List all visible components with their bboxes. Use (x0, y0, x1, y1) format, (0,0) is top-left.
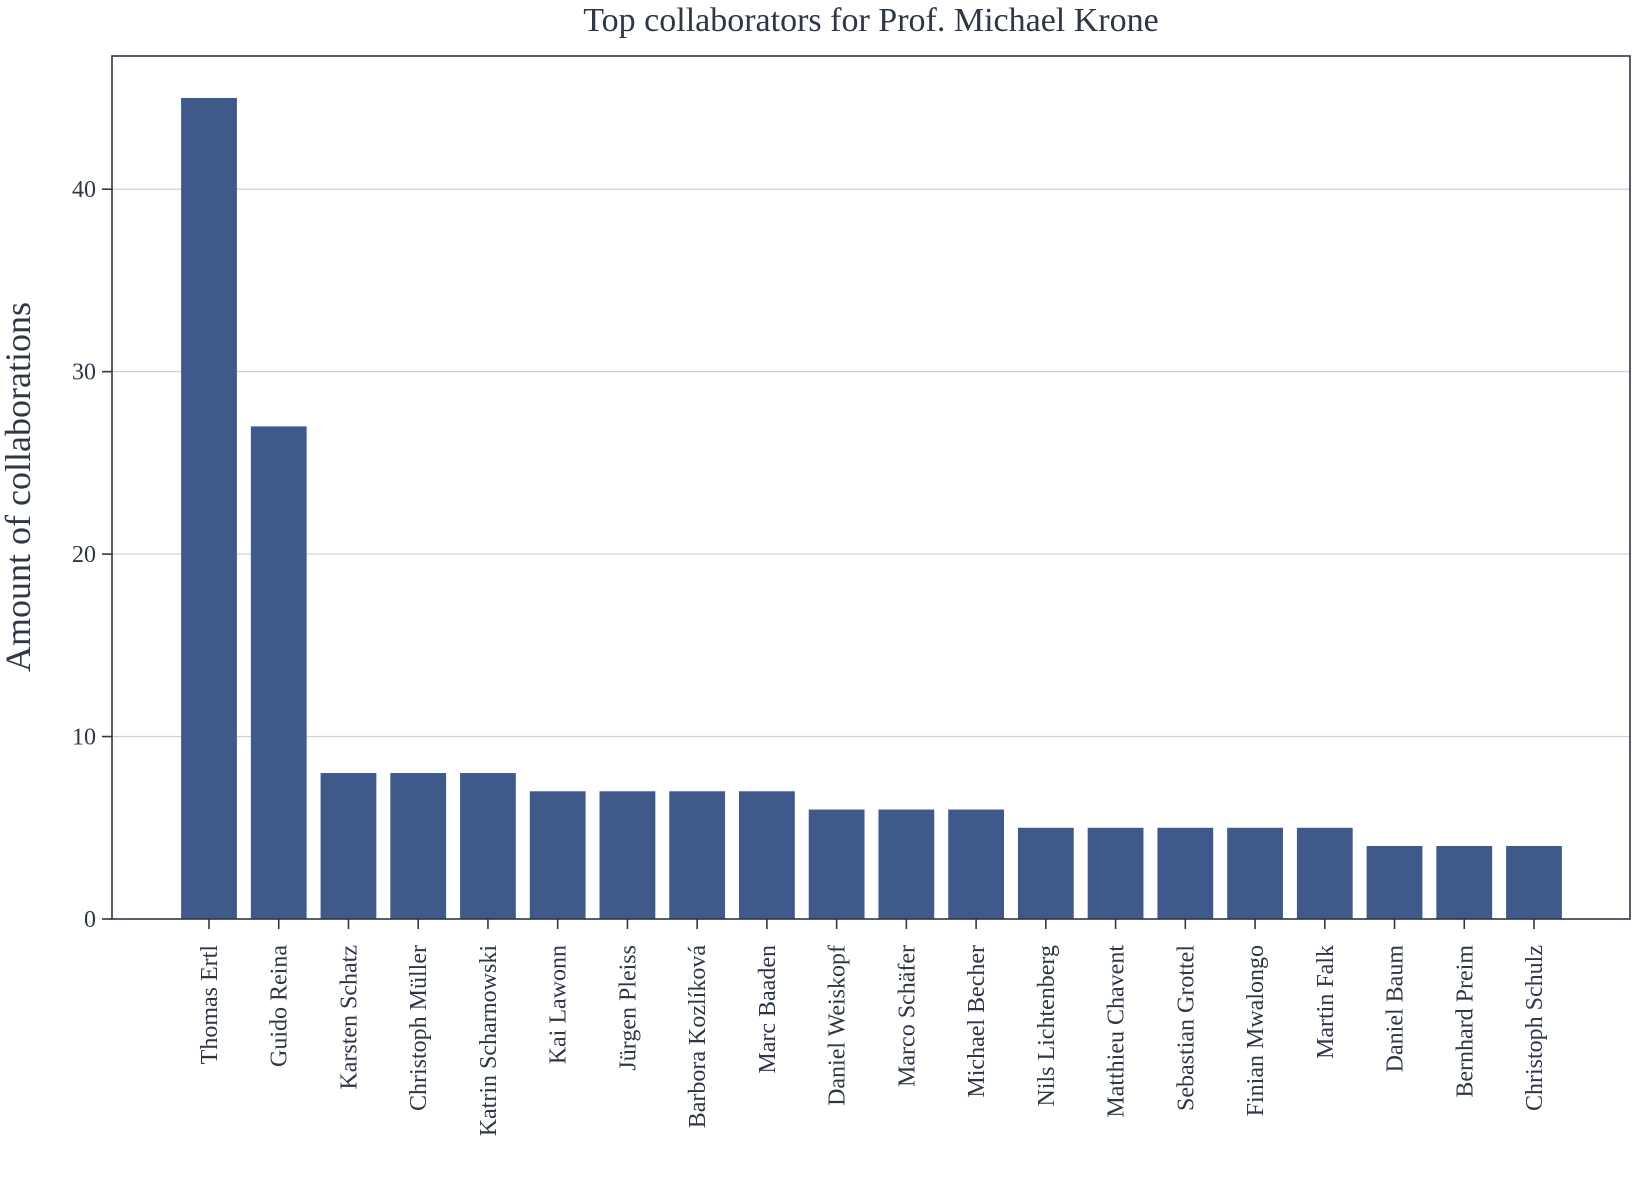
y-tick-label: 10 (72, 725, 96, 751)
x-tick-label: Christoph Müller (406, 945, 432, 1111)
x-tick-label: Thomas Ertl (197, 945, 223, 1065)
bar (1017, 827, 1074, 919)
x-tick-label: Sebastian Grottel (1173, 945, 1199, 1111)
bar (181, 97, 237, 920)
bar (1157, 827, 1214, 919)
x-tick-label: Daniel Baum (1383, 945, 1409, 1073)
x-tick-label: Matthieu Chavent (1104, 945, 1130, 1118)
x-tick-label: Katrin Scharnowski (476, 945, 502, 1137)
chart-title: Top collaborators for Prof. Michael Kron… (583, 2, 1158, 39)
bars (181, 97, 1562, 920)
bar (878, 809, 935, 919)
bar (1506, 846, 1562, 919)
x-tick-label: Finian Mwalongo (1243, 945, 1269, 1116)
x-tick-label: Christoph Schulz (1522, 945, 1548, 1111)
x-tick-label: Marco Schäfer (894, 945, 920, 1087)
y-tick-label: 0 (84, 907, 96, 933)
x-tick-label: Kai Lawonn (546, 945, 572, 1064)
bar (599, 791, 656, 919)
bar (808, 809, 865, 919)
bar (250, 426, 307, 919)
x-tick-label: Martin Falk (1313, 945, 1339, 1059)
y-tick-label: 20 (72, 542, 96, 568)
bar (1436, 846, 1493, 919)
bar (1227, 827, 1283, 919)
x-tick-label: Nils Lichtenberg (1034, 945, 1060, 1107)
y-axis: 0 10 20 30 40 (72, 177, 112, 933)
grid-lines (112, 188, 1630, 738)
plot-frame (111, 55, 1631, 920)
y-axis-label: Amount of collaborations (0, 302, 38, 672)
x-tick-label: Marc Baaden (755, 945, 781, 1074)
bar (529, 791, 586, 919)
bar (1087, 827, 1144, 919)
bar (739, 791, 795, 919)
bar (460, 773, 516, 919)
y-tick-label: 40 (72, 177, 96, 203)
x-tick-label: Michael Becher (964, 945, 990, 1098)
bar (948, 809, 1004, 919)
x-tick-label: Bernhard Preim (1452, 945, 1478, 1098)
x-tick-label: Guido Reina (267, 945, 293, 1067)
x-tick-label: Karsten Schatz (336, 945, 362, 1090)
bar (1296, 827, 1353, 919)
bar (390, 773, 447, 919)
x-tick-label: Daniel Weiskopf (825, 945, 851, 1106)
y-tick-label: 30 (72, 360, 96, 386)
x-tick-label: Jürgen Pleiss (615, 945, 641, 1071)
bar (1366, 846, 1423, 919)
x-tick-label: Barbora Kozlíková (685, 945, 711, 1129)
bar (669, 791, 726, 919)
x-axis: Thomas Ertl Guido Reina Karsten Schatz Chri… (197, 919, 1548, 1136)
bar (320, 773, 377, 919)
